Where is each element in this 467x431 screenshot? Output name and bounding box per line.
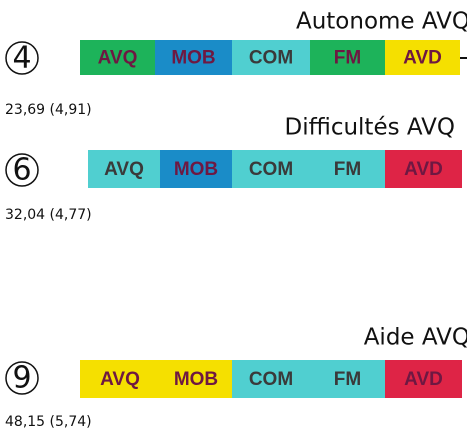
segment-label: FM: [334, 369, 361, 390]
row-stats: 32,04 (4,77): [5, 207, 92, 223]
segment: [160, 150, 232, 188]
segment: [160, 360, 232, 398]
segment-label: AVQ: [98, 48, 138, 69]
segment: [385, 360, 462, 398]
segment: [385, 150, 462, 188]
segment-label: AVQ: [104, 159, 144, 180]
segment-label: AVD: [403, 48, 442, 69]
number-circle: [5, 361, 39, 395]
number-circle: [5, 41, 39, 75]
segment-label: MOB: [171, 48, 215, 69]
row-number: 9: [12, 361, 31, 396]
row-stats: 23,69 (4,91): [5, 102, 92, 118]
segment: [310, 40, 385, 75]
segment: [310, 150, 385, 188]
segment: [232, 150, 310, 188]
segment: [232, 40, 310, 75]
number-circle: [5, 153, 39, 187]
row-title: Difficultés AVQ: [284, 115, 455, 141]
segment: [80, 360, 160, 398]
segment-label: COM: [249, 48, 293, 69]
segment: [88, 150, 160, 188]
row-stats: 48,15 (5,74): [5, 414, 92, 430]
segment-label: FM: [334, 159, 361, 180]
segment-label: COM: [249, 369, 293, 390]
segment-label: AVD: [404, 369, 443, 390]
row-title: Aide AVQ: [364, 325, 467, 351]
segment: [80, 40, 155, 75]
row-number: 4: [12, 41, 31, 76]
segment-label: AVQ: [100, 369, 140, 390]
segment-label: FM: [334, 48, 361, 69]
row-number: 6: [12, 153, 31, 188]
segment-label: COM: [249, 159, 293, 180]
segment: [385, 40, 460, 75]
segment-label: MOB: [174, 369, 218, 390]
segment-label: AVD: [404, 159, 443, 180]
row-title: Autonome AVQ: [296, 9, 467, 35]
segment: [310, 360, 385, 398]
segment: [232, 360, 310, 398]
segment: [155, 40, 232, 75]
segment-label: MOB: [174, 159, 218, 180]
